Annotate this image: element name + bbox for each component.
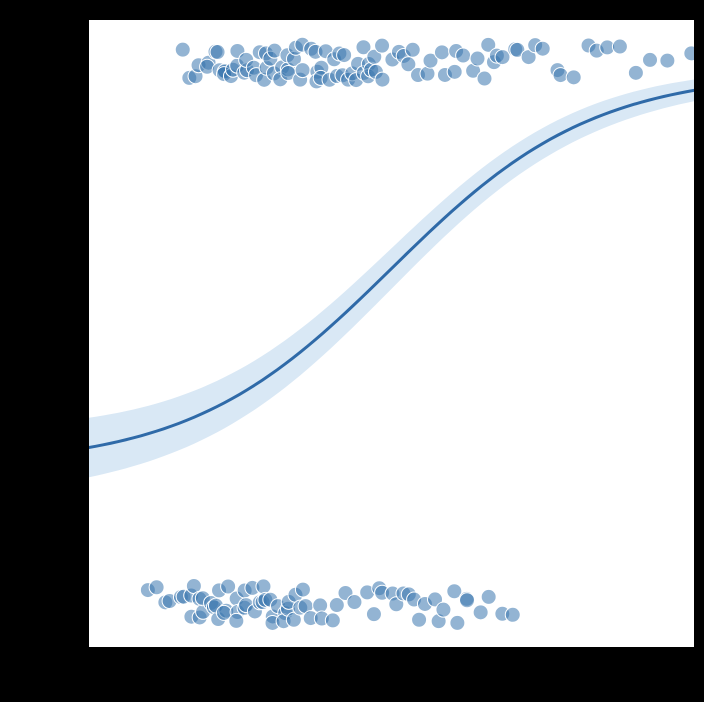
data-point (295, 582, 310, 597)
data-point (477, 71, 492, 86)
data-point (535, 41, 550, 56)
data-point (566, 70, 581, 85)
regression-line (88, 90, 694, 447)
data-point (229, 613, 244, 628)
data-point (684, 46, 694, 61)
data-point (313, 598, 328, 613)
data-point (149, 580, 164, 595)
data-point (375, 72, 390, 87)
data-point (505, 607, 520, 622)
data-point (210, 45, 225, 60)
chart-svg (88, 20, 694, 648)
data-point (456, 48, 471, 63)
data-point (553, 68, 568, 83)
data-point (366, 607, 381, 622)
data-point (660, 53, 675, 68)
x-axis-line (88, 647, 694, 648)
data-point (405, 42, 420, 57)
data-point (175, 42, 190, 57)
data-point (470, 51, 485, 66)
data-point (643, 52, 658, 67)
scatter-class-0 (140, 578, 520, 630)
data-point (436, 602, 451, 617)
data-point (420, 66, 435, 81)
scatter-class-1 (175, 37, 694, 89)
data-point (256, 579, 271, 594)
data-point (628, 65, 643, 80)
data-point (412, 612, 427, 627)
y-axis-line (88, 20, 89, 648)
data-point (375, 38, 390, 53)
data-point (450, 615, 465, 630)
data-point (434, 45, 449, 60)
data-point (612, 39, 627, 54)
data-point (337, 48, 352, 63)
plot-area (88, 20, 694, 648)
data-point (473, 605, 488, 620)
data-point (481, 589, 496, 604)
data-point (295, 63, 310, 78)
data-point (325, 613, 340, 628)
confidence-band (88, 80, 694, 478)
data-point (447, 64, 462, 79)
data-point (460, 593, 475, 608)
data-point (347, 595, 362, 610)
